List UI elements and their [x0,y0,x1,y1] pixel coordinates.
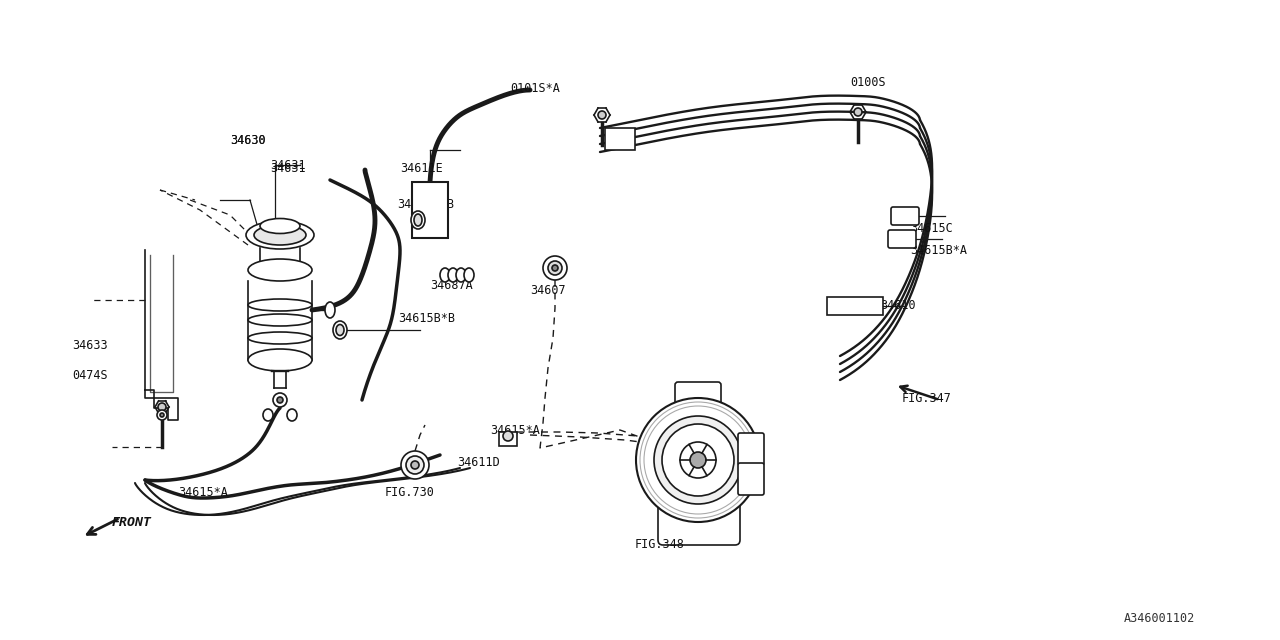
FancyBboxPatch shape [739,463,764,495]
Ellipse shape [262,409,273,421]
Text: 34610: 34610 [881,298,915,312]
Ellipse shape [440,268,451,282]
Ellipse shape [253,225,306,245]
Circle shape [598,111,605,119]
Ellipse shape [287,409,297,421]
Text: FIG.348: FIG.348 [635,538,685,552]
Circle shape [636,398,760,522]
Circle shape [543,256,567,280]
Circle shape [401,451,429,479]
Text: 34631: 34631 [270,159,306,172]
Text: 34615B*B: 34615B*B [398,312,454,324]
Circle shape [854,108,861,116]
Text: 34687A: 34687A [430,278,472,291]
Ellipse shape [246,221,314,249]
Ellipse shape [333,321,347,339]
Text: 34611E: 34611E [401,161,443,175]
Ellipse shape [337,324,344,335]
Text: FIG.730: FIG.730 [385,486,435,499]
Text: FIG.347: FIG.347 [902,392,952,404]
FancyBboxPatch shape [739,433,764,465]
Ellipse shape [325,302,335,318]
FancyBboxPatch shape [499,432,517,446]
Ellipse shape [413,214,422,226]
FancyBboxPatch shape [412,182,448,238]
Ellipse shape [465,268,474,282]
Text: 34633: 34633 [72,339,108,351]
Text: 34630: 34630 [230,134,266,147]
Circle shape [662,424,733,496]
Circle shape [552,265,558,271]
Circle shape [160,413,164,417]
Text: 34615C: 34615C [910,221,952,234]
Text: 34607: 34607 [530,284,566,296]
Ellipse shape [411,211,425,229]
Circle shape [411,461,419,469]
Ellipse shape [248,349,312,371]
Text: A346001102: A346001102 [1124,611,1196,625]
Text: 0474S: 0474S [72,369,108,381]
Ellipse shape [248,259,312,281]
Circle shape [157,403,166,411]
FancyBboxPatch shape [827,297,883,315]
Circle shape [680,442,716,478]
Text: 0100S: 0100S [850,76,886,88]
Text: 34615*A: 34615*A [490,424,540,436]
FancyBboxPatch shape [605,128,635,150]
FancyBboxPatch shape [658,497,740,545]
Ellipse shape [448,268,458,282]
Text: 34615*A: 34615*A [178,486,228,499]
Circle shape [548,261,562,275]
Text: 34631: 34631 [270,161,306,175]
Circle shape [157,410,166,420]
Text: FRONT: FRONT [113,515,152,529]
Circle shape [690,452,707,468]
Circle shape [273,393,287,407]
Text: 0101S*A: 0101S*A [511,81,561,95]
Text: 34615B*B: 34615B*B [397,198,454,211]
FancyBboxPatch shape [888,230,916,248]
Circle shape [503,431,513,441]
FancyBboxPatch shape [891,207,919,225]
Circle shape [654,416,742,504]
Ellipse shape [260,218,300,234]
Ellipse shape [456,268,466,282]
Circle shape [276,397,283,403]
Text: 34630: 34630 [230,134,266,147]
Text: 34611D: 34611D [457,456,499,468]
FancyBboxPatch shape [675,382,721,408]
Circle shape [406,456,424,474]
Text: 34615B*A: 34615B*A [910,243,966,257]
